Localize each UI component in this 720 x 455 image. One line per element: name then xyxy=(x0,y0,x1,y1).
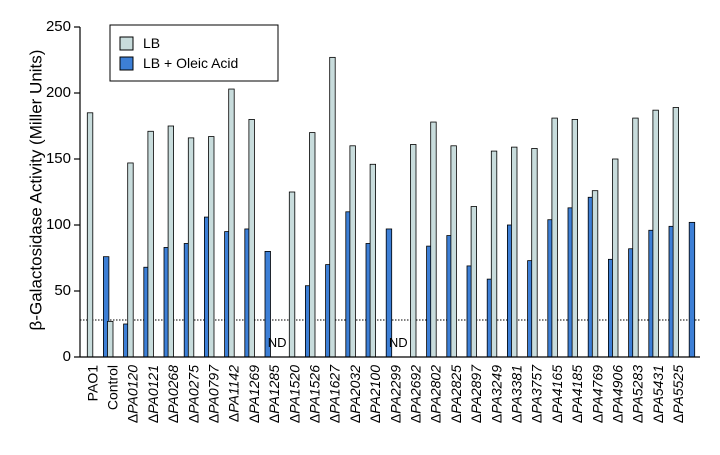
x-tick-label: ΔPA4185 xyxy=(569,365,585,423)
bar-lb xyxy=(652,109,659,358)
x-tick-label: ΔPA3249 xyxy=(488,365,504,423)
y-axis-label: β-Galactosidase Activity (Miller Units) xyxy=(26,50,45,331)
x-tick-label: ΔPA3757 xyxy=(528,364,544,423)
y-tick-label: 100 xyxy=(46,216,71,233)
x-tick-label: ΔPA5283 xyxy=(629,365,645,423)
bar-lb xyxy=(349,145,356,358)
x-tick-label: ΔPA2897 xyxy=(468,364,484,423)
x-tick-label: ΔPA2825 xyxy=(448,365,464,423)
x-tick-label: ΔPA4769 xyxy=(589,365,605,423)
x-tick-label: ΔPA1285 xyxy=(266,365,282,423)
bar-lb xyxy=(430,121,437,358)
x-tick-label: ΔPA2299 xyxy=(387,365,403,423)
bar-lb xyxy=(672,107,679,358)
legend-swatch-oleic-acid xyxy=(119,56,134,71)
bar-lb xyxy=(309,132,316,358)
y-tick-label: 50 xyxy=(54,282,71,299)
bar-lb xyxy=(208,136,215,358)
bar-lb xyxy=(511,146,518,358)
bar-lb xyxy=(147,130,154,358)
bar-lb xyxy=(329,56,336,358)
bar-lb xyxy=(248,119,255,358)
x-tick-label: ΔPA4165 xyxy=(549,365,565,423)
x-tick-label: ΔPA5431 xyxy=(650,365,666,423)
x-tick-label: Control xyxy=(104,365,120,410)
bar-lb xyxy=(470,206,478,358)
legend-label-lb: LB xyxy=(143,35,160,51)
y-tick-label: 250 xyxy=(46,18,71,35)
x-tick-label: ΔPA0797 xyxy=(205,364,221,423)
x-tick-label: ΔPA2692 xyxy=(407,365,423,423)
x-tick-label: ΔPA2802 xyxy=(427,365,443,423)
x-tick-label: ΔPA0275 xyxy=(185,365,201,423)
bar-lb xyxy=(551,117,558,358)
x-tick-label: ΔPA1627 xyxy=(326,364,342,423)
bar-lb xyxy=(228,88,235,358)
x-tick-label: ΔPA0268 xyxy=(165,365,181,423)
bar-lb xyxy=(167,125,175,358)
x-tick-label: ΔPA1269 xyxy=(246,365,262,423)
bar-lb xyxy=(127,162,134,358)
bar-lb xyxy=(632,117,639,358)
x-tick-label: ΔPA5525 xyxy=(670,365,686,423)
x-tick-label: ΔPA1520 xyxy=(286,365,302,423)
bar-lb xyxy=(86,112,94,358)
x-tick-label: ΔPA1142 xyxy=(225,365,241,422)
x-tick-label: PAO1 xyxy=(84,365,100,402)
x-tick-label: ΔPA2100 xyxy=(367,365,383,423)
bar-lb xyxy=(288,191,296,358)
y-tick-label: 200 xyxy=(46,84,71,101)
y-tick-label: 150 xyxy=(46,150,71,167)
bar-lb xyxy=(107,320,114,358)
bar-lb xyxy=(187,137,195,358)
bar-lb xyxy=(531,148,538,358)
bar-lb xyxy=(410,144,417,358)
x-tick-label: ΔPA3381 xyxy=(508,365,524,423)
nd-annotation: ND xyxy=(389,335,408,350)
legend-box xyxy=(109,24,279,82)
bar-lb xyxy=(369,163,377,358)
x-tick-label: ΔPA1526 xyxy=(306,365,322,423)
x-tick-label: ΔPA2032 xyxy=(347,365,363,423)
y-tick-label: 0 xyxy=(63,348,71,365)
bar-lb xyxy=(490,150,498,358)
x-tick-label: ΔPA0121 xyxy=(145,365,161,423)
legend-swatch-lb xyxy=(119,36,134,51)
bar-lb xyxy=(591,190,599,358)
legend: LB LB + Oleic Acid xyxy=(109,24,279,82)
bar-lb xyxy=(571,119,578,358)
bar-lb xyxy=(612,158,619,358)
nd-annotation: ND xyxy=(268,335,287,350)
bar-lb xyxy=(450,145,457,358)
x-tick-label: ΔPA4906 xyxy=(609,365,625,423)
bar-oleic-acid xyxy=(688,221,696,358)
legend-label-oleic-acid: LB + Oleic Acid xyxy=(143,55,238,71)
x-tick-label: ΔPA0120 xyxy=(124,365,140,423)
